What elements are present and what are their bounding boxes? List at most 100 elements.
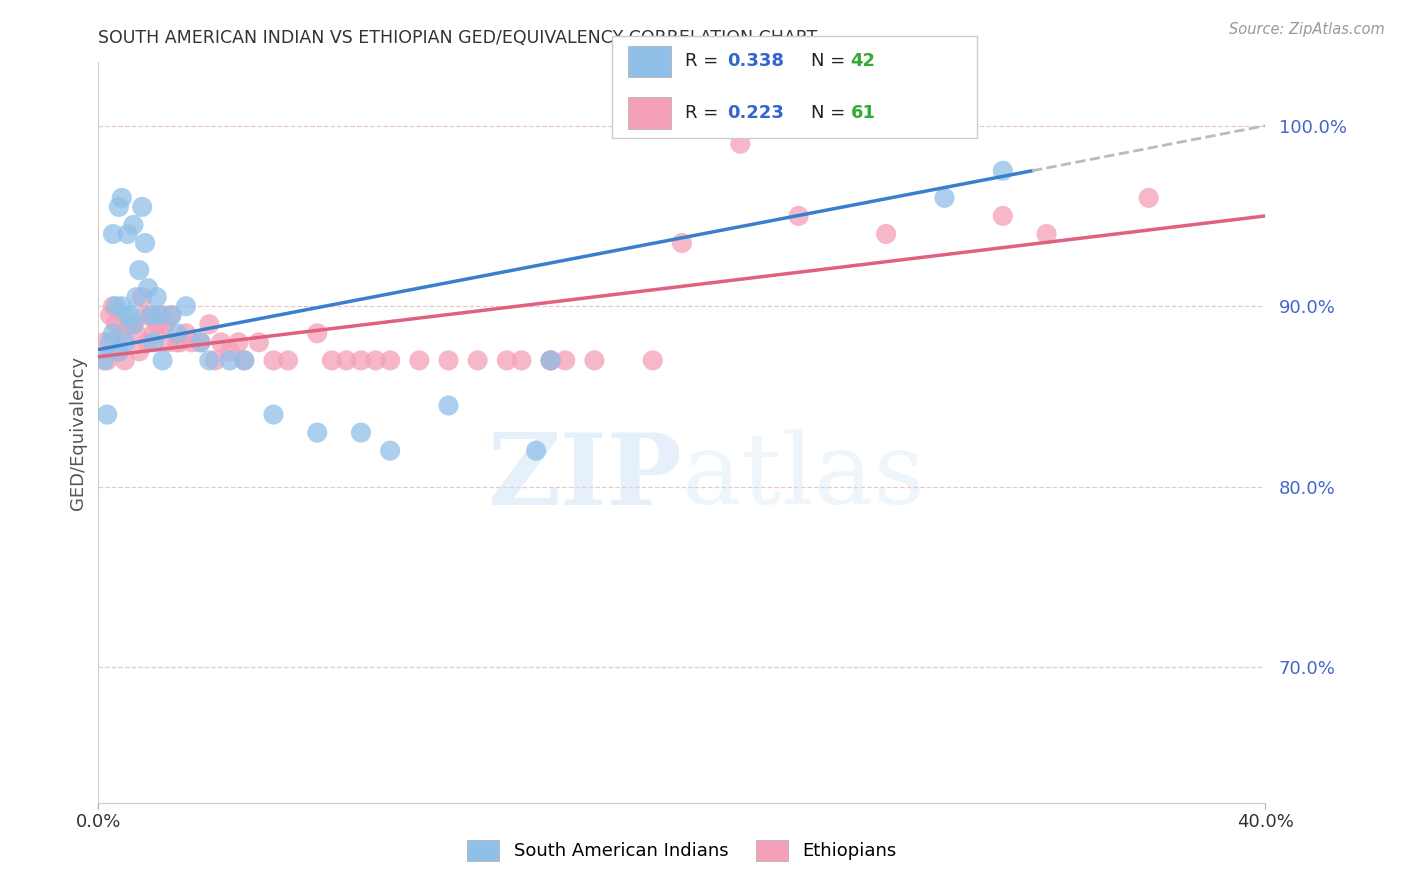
Point	[218, 344, 240, 359]
Point	[540, 353, 562, 368]
Point	[160, 308, 183, 322]
Point	[1137, 191, 1160, 205]
Point	[277, 353, 299, 368]
Point	[554, 353, 576, 368]
Point	[120, 318, 142, 332]
Point	[136, 281, 159, 295]
Point	[262, 408, 284, 422]
Point	[122, 218, 145, 232]
Point	[108, 344, 131, 359]
Point	[111, 326, 134, 341]
Point	[787, 209, 810, 223]
Point	[131, 200, 153, 214]
Point	[117, 308, 139, 322]
Point	[134, 308, 156, 322]
Point	[128, 344, 150, 359]
Point	[321, 353, 343, 368]
Text: 42: 42	[851, 53, 876, 70]
Point	[117, 318, 139, 332]
Text: N =: N =	[811, 103, 851, 121]
Point	[142, 326, 165, 341]
Point	[380, 353, 402, 368]
Point	[671, 235, 693, 250]
Point	[991, 163, 1014, 178]
Point	[540, 353, 562, 368]
Text: ZIP: ZIP	[486, 428, 682, 525]
Point	[350, 425, 373, 440]
Point	[101, 227, 124, 241]
Point	[991, 209, 1014, 223]
Point	[233, 353, 256, 368]
Point	[104, 318, 127, 332]
Point	[467, 353, 489, 368]
Point	[190, 335, 212, 350]
Point	[122, 318, 145, 332]
Point	[157, 335, 180, 350]
Point	[641, 353, 664, 368]
Point	[166, 335, 188, 350]
Legend: South American Indians, Ethiopians: South American Indians, Ethiopians	[460, 832, 904, 868]
Point	[166, 326, 188, 341]
Point	[142, 335, 165, 350]
Text: atlas: atlas	[682, 429, 925, 524]
Text: N =: N =	[811, 53, 851, 70]
Point	[335, 353, 357, 368]
Point	[180, 335, 202, 350]
Point	[125, 326, 148, 341]
Point	[98, 335, 121, 350]
Point	[1035, 227, 1057, 241]
Point	[350, 353, 373, 368]
Text: 0.338: 0.338	[727, 53, 785, 70]
Point	[198, 353, 221, 368]
Point	[93, 335, 115, 350]
Point	[120, 308, 142, 322]
Point	[93, 353, 115, 368]
Point	[96, 353, 118, 368]
Point	[117, 227, 139, 241]
Point	[146, 290, 169, 304]
Point	[149, 308, 172, 322]
Point	[510, 353, 533, 368]
Point	[146, 318, 169, 332]
Text: SOUTH AMERICAN INDIAN VS ETHIOPIAN GED/EQUIVALENCY CORRELATION CHART: SOUTH AMERICAN INDIAN VS ETHIOPIAN GED/E…	[98, 29, 818, 47]
Point	[204, 353, 226, 368]
Point	[139, 308, 162, 322]
Point	[114, 335, 136, 350]
Point	[169, 335, 191, 350]
Point	[875, 227, 897, 241]
Point	[139, 308, 162, 322]
Point	[437, 399, 460, 413]
Point	[408, 353, 430, 368]
Point	[136, 335, 159, 350]
Point	[437, 353, 460, 368]
Point	[114, 353, 136, 368]
Point	[190, 335, 212, 350]
Text: R =: R =	[685, 53, 724, 70]
Point	[228, 335, 250, 350]
Point	[104, 299, 127, 313]
Point	[307, 326, 329, 341]
Point	[96, 408, 118, 422]
Point	[98, 308, 121, 322]
Point	[218, 353, 240, 368]
Text: 61: 61	[851, 103, 876, 121]
Point	[152, 353, 174, 368]
Point	[174, 299, 197, 313]
Point	[262, 353, 284, 368]
Point	[101, 299, 124, 313]
Point	[160, 308, 183, 322]
Point	[540, 353, 562, 368]
Point	[111, 299, 134, 313]
Text: Source: ZipAtlas.com: Source: ZipAtlas.com	[1229, 22, 1385, 37]
Point	[108, 200, 131, 214]
Text: R =: R =	[685, 103, 724, 121]
Point	[307, 425, 329, 440]
Point	[380, 443, 402, 458]
Point	[364, 353, 387, 368]
Point	[149, 318, 172, 332]
Point	[730, 136, 752, 151]
Point	[152, 308, 174, 322]
Point	[101, 326, 124, 341]
Point	[934, 191, 956, 205]
Point	[122, 318, 145, 332]
